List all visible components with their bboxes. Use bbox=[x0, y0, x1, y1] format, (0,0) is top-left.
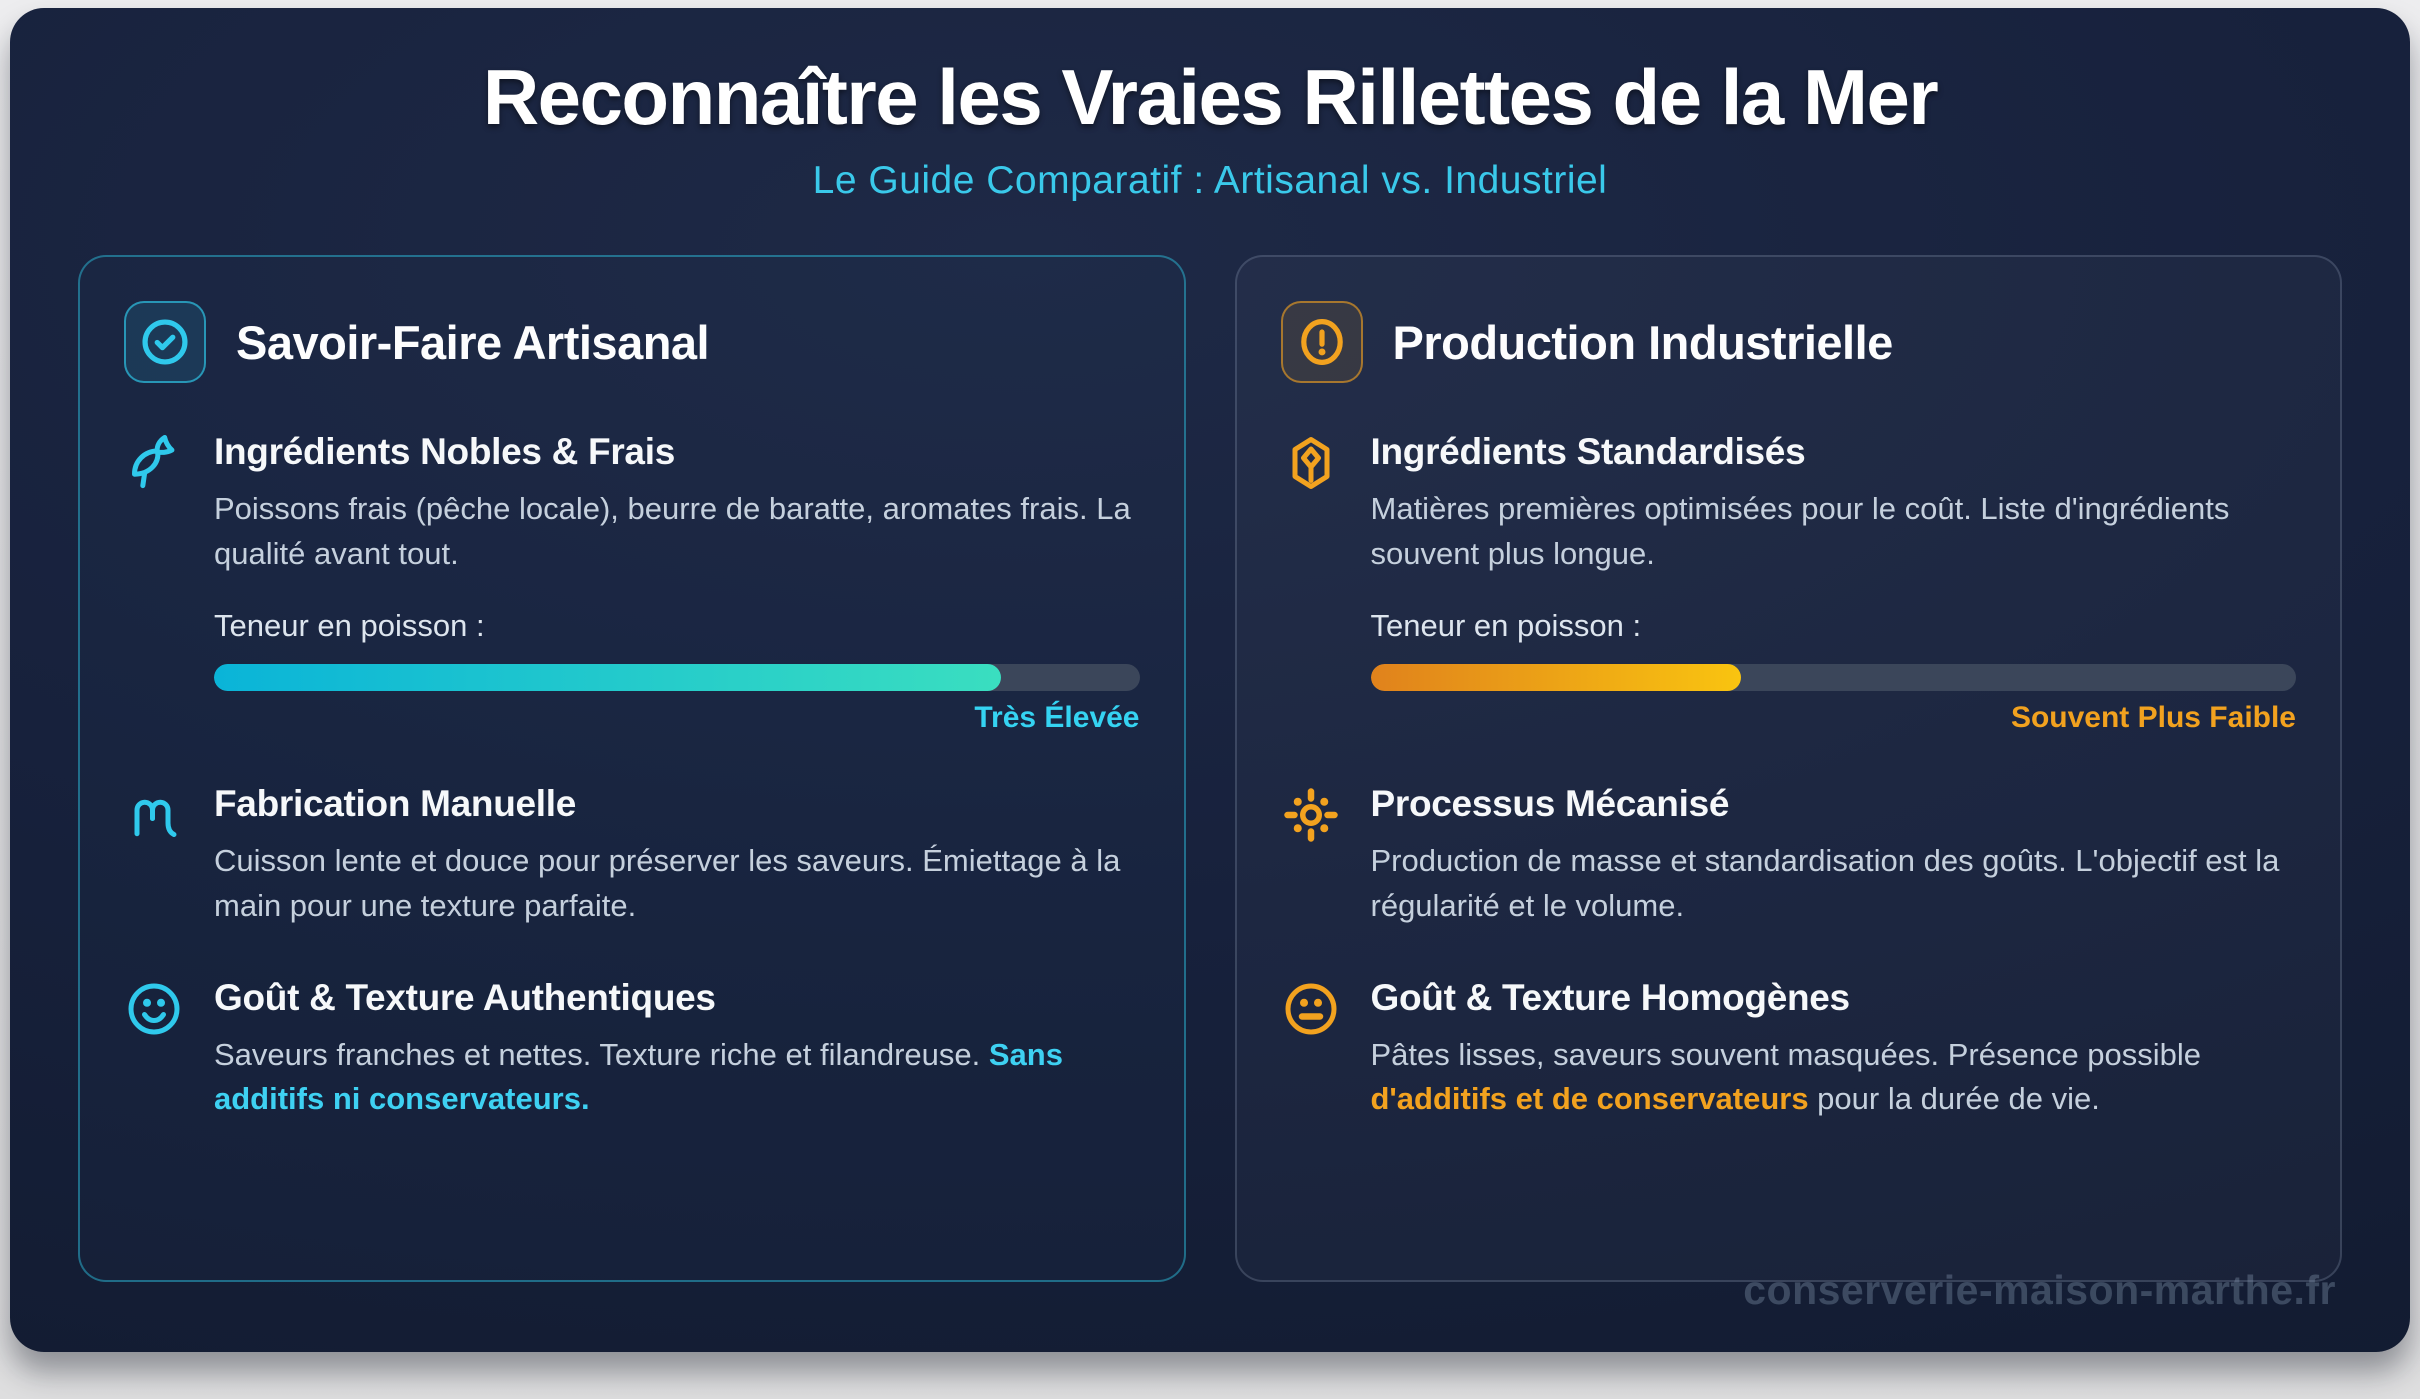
main-panel: Reconnaître les Vraies Rillettes de la M… bbox=[10, 8, 2410, 1352]
card-title: Production Industrielle bbox=[1392, 315, 1894, 369]
watermark: conserverie-maison-marthe.fr bbox=[1743, 1267, 2336, 1313]
feature-body: Production de masse et standardisation d… bbox=[1370, 843, 2280, 923]
smile-icon bbox=[124, 977, 186, 1122]
meter-track bbox=[214, 664, 1140, 692]
feature-ingredients-nobles: Ingrédients Nobles & Frais Poissons frai… bbox=[124, 431, 1140, 735]
highlight-text: Sans additifs ni conservateurs. bbox=[214, 1036, 1063, 1117]
highlight-text: d'additifs et de conservateurs bbox=[1370, 1081, 1809, 1117]
card-artisanal: Savoir-Faire Artisanal Ingrédients Noble… bbox=[78, 255, 1186, 1282]
feature-processus-mecanise: Processus Mécanisé Production de masse e… bbox=[1281, 783, 2297, 928]
page-header: Reconnaître les Vraies Rillettes de la M… bbox=[10, 8, 2410, 203]
page-subtitle: Le Guide Comparatif : Artisanal vs. Indu… bbox=[812, 159, 1608, 202]
feature-heading: Ingrédients Nobles & Frais bbox=[214, 431, 675, 472]
circle-check-icon bbox=[124, 301, 206, 383]
machine-sun-icon bbox=[1281, 783, 1343, 928]
package-icon bbox=[1281, 431, 1343, 735]
feature-heading: Ingrédients Standardisés bbox=[1370, 431, 1806, 472]
card-industriel: Production Industrielle Ingrédients Stan… bbox=[1234, 255, 2342, 1282]
meter-label: Teneur en poisson : bbox=[214, 608, 485, 644]
fish-content-meter: Teneur en poisson : Très Élevée bbox=[214, 608, 1140, 735]
feature-body: Cuisson lente et douce pour préserver le… bbox=[214, 843, 1121, 923]
card-artisanal-header: Savoir-Faire Artisanal bbox=[124, 301, 1140, 383]
comparison-columns: Savoir-Faire Artisanal Ingrédients Noble… bbox=[10, 255, 2410, 1282]
meter-value: Très Élevée bbox=[974, 701, 1140, 735]
feature-heading: Processus Mécanisé bbox=[1370, 783, 1730, 825]
feature-gout-homogene: Goût & Texture Homogènes Pâtes lisses, s… bbox=[1281, 977, 2297, 1122]
feature-ingredients-standardises: Ingrédients Standardisés Matières premiè… bbox=[1281, 431, 2296, 735]
feature-body: Saveurs franches et nettes. Texture rich… bbox=[214, 1036, 1063, 1117]
hand-icon bbox=[124, 783, 186, 928]
fish-content-meter: Teneur en poisson : Souvent Plus Faible bbox=[1370, 608, 2296, 735]
feature-body: Pâtes lisses, saveurs souvent masquées. … bbox=[1370, 1036, 2202, 1117]
meter-fill bbox=[214, 664, 1001, 692]
fish-icon bbox=[124, 431, 186, 735]
meter-value: Souvent Plus Faible bbox=[2010, 701, 2296, 735]
meter-track bbox=[1370, 664, 2296, 692]
feature-heading: Fabrication Manuelle bbox=[214, 783, 577, 825]
feature-heading: Goût & Texture Homogènes bbox=[1370, 976, 1851, 1018]
card-title: Savoir-Faire Artisanal bbox=[236, 315, 710, 369]
feature-fabrication-manuelle: Fabrication Manuelle Cuisson lente et do… bbox=[124, 783, 1140, 928]
feature-body: Matières premières optimisées pour le co… bbox=[1370, 491, 2230, 571]
card-industriel-header: Production Industrielle bbox=[1280, 301, 2297, 383]
alert-circle-icon bbox=[1280, 301, 1363, 383]
meter-label: Teneur en poisson : bbox=[1370, 608, 1642, 644]
feature-gout-authentique: Goût & Texture Authentiques Saveurs fran… bbox=[124, 977, 1140, 1122]
page-title: Reconnaître les Vraies Rillettes de la M… bbox=[482, 53, 1939, 141]
meter-fill bbox=[1370, 664, 1741, 692]
meh-face-icon bbox=[1281, 977, 1343, 1122]
feature-body: Poissons frais (pêche locale), beurre de… bbox=[214, 491, 1131, 571]
feature-heading: Goût & Texture Authentiques bbox=[214, 976, 716, 1018]
